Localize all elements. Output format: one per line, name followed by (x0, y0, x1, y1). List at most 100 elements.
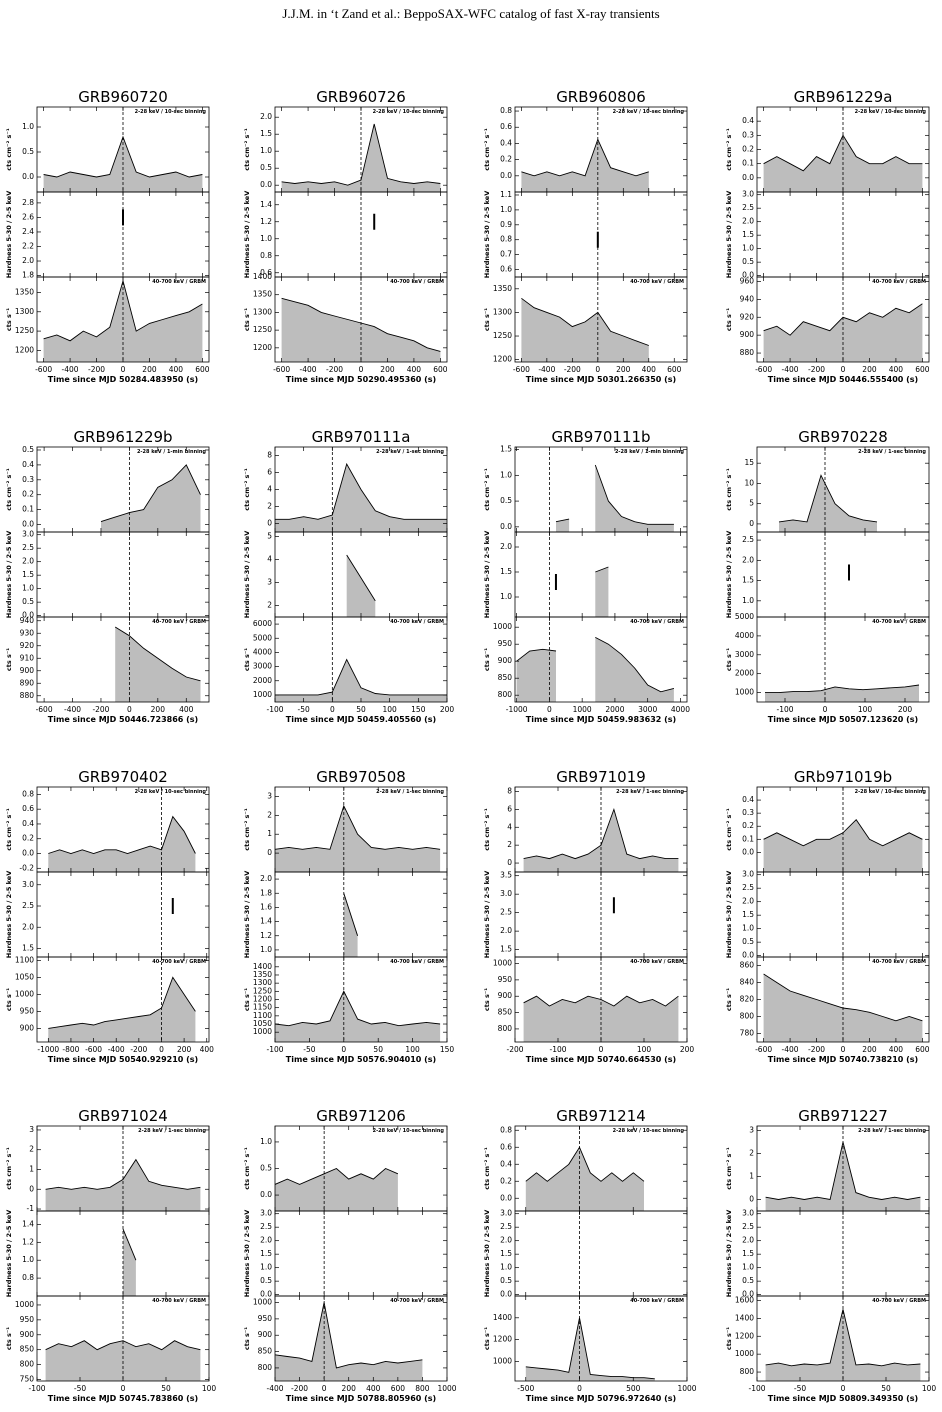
y-tick-label: 1000 (253, 690, 272, 699)
y-tick-label: 1.2 (260, 931, 272, 940)
plot-area (100, 464, 201, 532)
plot-area (114, 626, 201, 702)
y-tick-label: 850 (498, 673, 513, 682)
y-axis-label: cts cm⁻² s⁻¹ (5, 1147, 13, 1190)
data-line (281, 123, 441, 186)
y-tick-label: 1 (29, 1164, 34, 1173)
band-label: 2-28 keV / 1-sec binning (376, 789, 444, 795)
y-tick-label: 1.0 (742, 924, 754, 933)
data-area (595, 637, 674, 702)
x-tick-label: 200 (862, 1045, 877, 1054)
data-line (48, 815, 196, 854)
chart-title: GRB961229b (73, 428, 172, 446)
x-axis-label: Time since MJD 50459.983632 (s) (526, 715, 676, 724)
data-line (45, 1158, 201, 1190)
y-tick-label: 0.0 (742, 271, 754, 280)
x-tick-label: 0 (121, 1384, 126, 1393)
panel-frame (756, 531, 930, 618)
data-area (763, 819, 923, 872)
band-label: 40-700 keV / GRBM (872, 619, 926, 625)
plot-area (516, 637, 675, 702)
panel-frame (36, 531, 210, 618)
chart-title: GRB970111b (551, 428, 650, 446)
y-axis-label: Hardness 5-30 / 2-5 keV (243, 871, 251, 958)
data-area (48, 977, 196, 1042)
y-tick-label: 2000 (253, 676, 272, 685)
x-tick-label: -100 (266, 1045, 283, 1054)
x-tick-label: -600 (755, 1045, 772, 1054)
y-tick-label: 1.5 (22, 570, 34, 579)
y-tick-label: 1.2 (22, 1237, 34, 1246)
y-tick-label: 0.8 (260, 251, 272, 260)
y-axis-label: cts s⁻¹ (5, 1327, 13, 1350)
y-axis-label: cts s⁻¹ (5, 648, 13, 671)
chart-title: GRB960806 (556, 88, 646, 106)
y-axis-label: Hardness 5-30 / 2-5 keV (243, 191, 251, 278)
y-tick-label: 0.4 (742, 795, 754, 804)
y-tick-label: 0.0 (742, 1290, 754, 1299)
x-axis-label: Time since MJD 50290.495360 (s) (286, 375, 436, 384)
plot-area (523, 807, 679, 872)
y-tick-label: 0.7 (500, 250, 512, 259)
plot-area (765, 1309, 921, 1381)
y-tick-label: 1250 (493, 331, 512, 340)
y-axis-label: Hardness 5-30 / 2-5 keV (483, 531, 491, 618)
x-tick-label: 3000 (638, 705, 657, 714)
y-tick-label: 0.5 (22, 597, 34, 606)
data-area (595, 465, 674, 532)
y-tick-label: 0.6 (260, 268, 272, 277)
x-tick-label: 200 (177, 1045, 192, 1054)
x-tick-label: 400 (889, 365, 904, 374)
y-tick-label: 1000 (253, 1027, 272, 1036)
y-tick-label: 1350 (253, 970, 272, 979)
plot-area (275, 990, 441, 1042)
y-tick-label: 1 (267, 829, 272, 838)
data-line (275, 990, 441, 1027)
data-area (275, 1168, 398, 1211)
data-area (765, 1309, 921, 1381)
x-tick-label: 100 (202, 1384, 217, 1393)
y-tick-label: 850 (258, 1347, 273, 1356)
y-tick-label: 1000 (15, 989, 34, 998)
y-tick-label: 0.4 (500, 138, 512, 147)
x-tick-label: -400 (62, 365, 79, 374)
y-tick-label: 950 (498, 639, 513, 648)
plot-area (275, 658, 447, 702)
x-tick-label: 200 (680, 1045, 695, 1054)
y-axis-label: Hardness 5-30 / 2-5 keV (243, 531, 251, 618)
plot-area (346, 554, 376, 617)
y-tick-label: 0.2 (742, 145, 754, 154)
x-tick-label: 100 (637, 1045, 652, 1054)
y-tick-label: 1200 (493, 1335, 512, 1344)
data-area (346, 555, 376, 617)
plot-area (521, 138, 649, 192)
y-tick-label: 0.6 (500, 265, 512, 274)
chart-title: GRB970508 (316, 768, 406, 786)
y-tick-label: 1.5 (260, 129, 272, 138)
x-tick-label: 400 (179, 705, 194, 714)
y-tick-label: 1.4 (260, 917, 272, 926)
y-tick-label: 900 (20, 1330, 35, 1339)
plot-area (281, 123, 441, 192)
y-tick-label: 0.2 (22, 490, 34, 499)
y-tick-label: 2.8 (22, 198, 34, 207)
data-line (275, 804, 441, 850)
y-tick-label: 0.0 (22, 520, 34, 529)
x-tick-label: 50 (356, 705, 366, 714)
y-tick-label: 1100 (15, 955, 34, 964)
x-tick-label: -50 (74, 1384, 86, 1393)
x-tick-label: 400 (366, 1384, 381, 1393)
chart-title: GRB970402 (78, 768, 168, 786)
y-tick-label: 1.0 (22, 1255, 34, 1264)
x-axis-label: Time since MJD 50796.972640 (s) (526, 1394, 676, 1403)
y-tick-label: 0.1 (22, 505, 34, 514)
y-tick-label: 5000 (253, 633, 272, 642)
y-tick-label: 8 (267, 451, 272, 460)
y-tick-label: 1000 (735, 1349, 754, 1358)
x-tick-label: -400 (108, 1045, 125, 1054)
y-tick-label: 2.0 (500, 542, 512, 551)
y-tick-label: 920 (20, 641, 35, 650)
y-tick-label: 2.6 (22, 212, 34, 221)
y-axis-label: cts s⁻¹ (725, 1327, 733, 1350)
y-axis-label: Hardness 5-30 / 2-5 keV (483, 871, 491, 958)
